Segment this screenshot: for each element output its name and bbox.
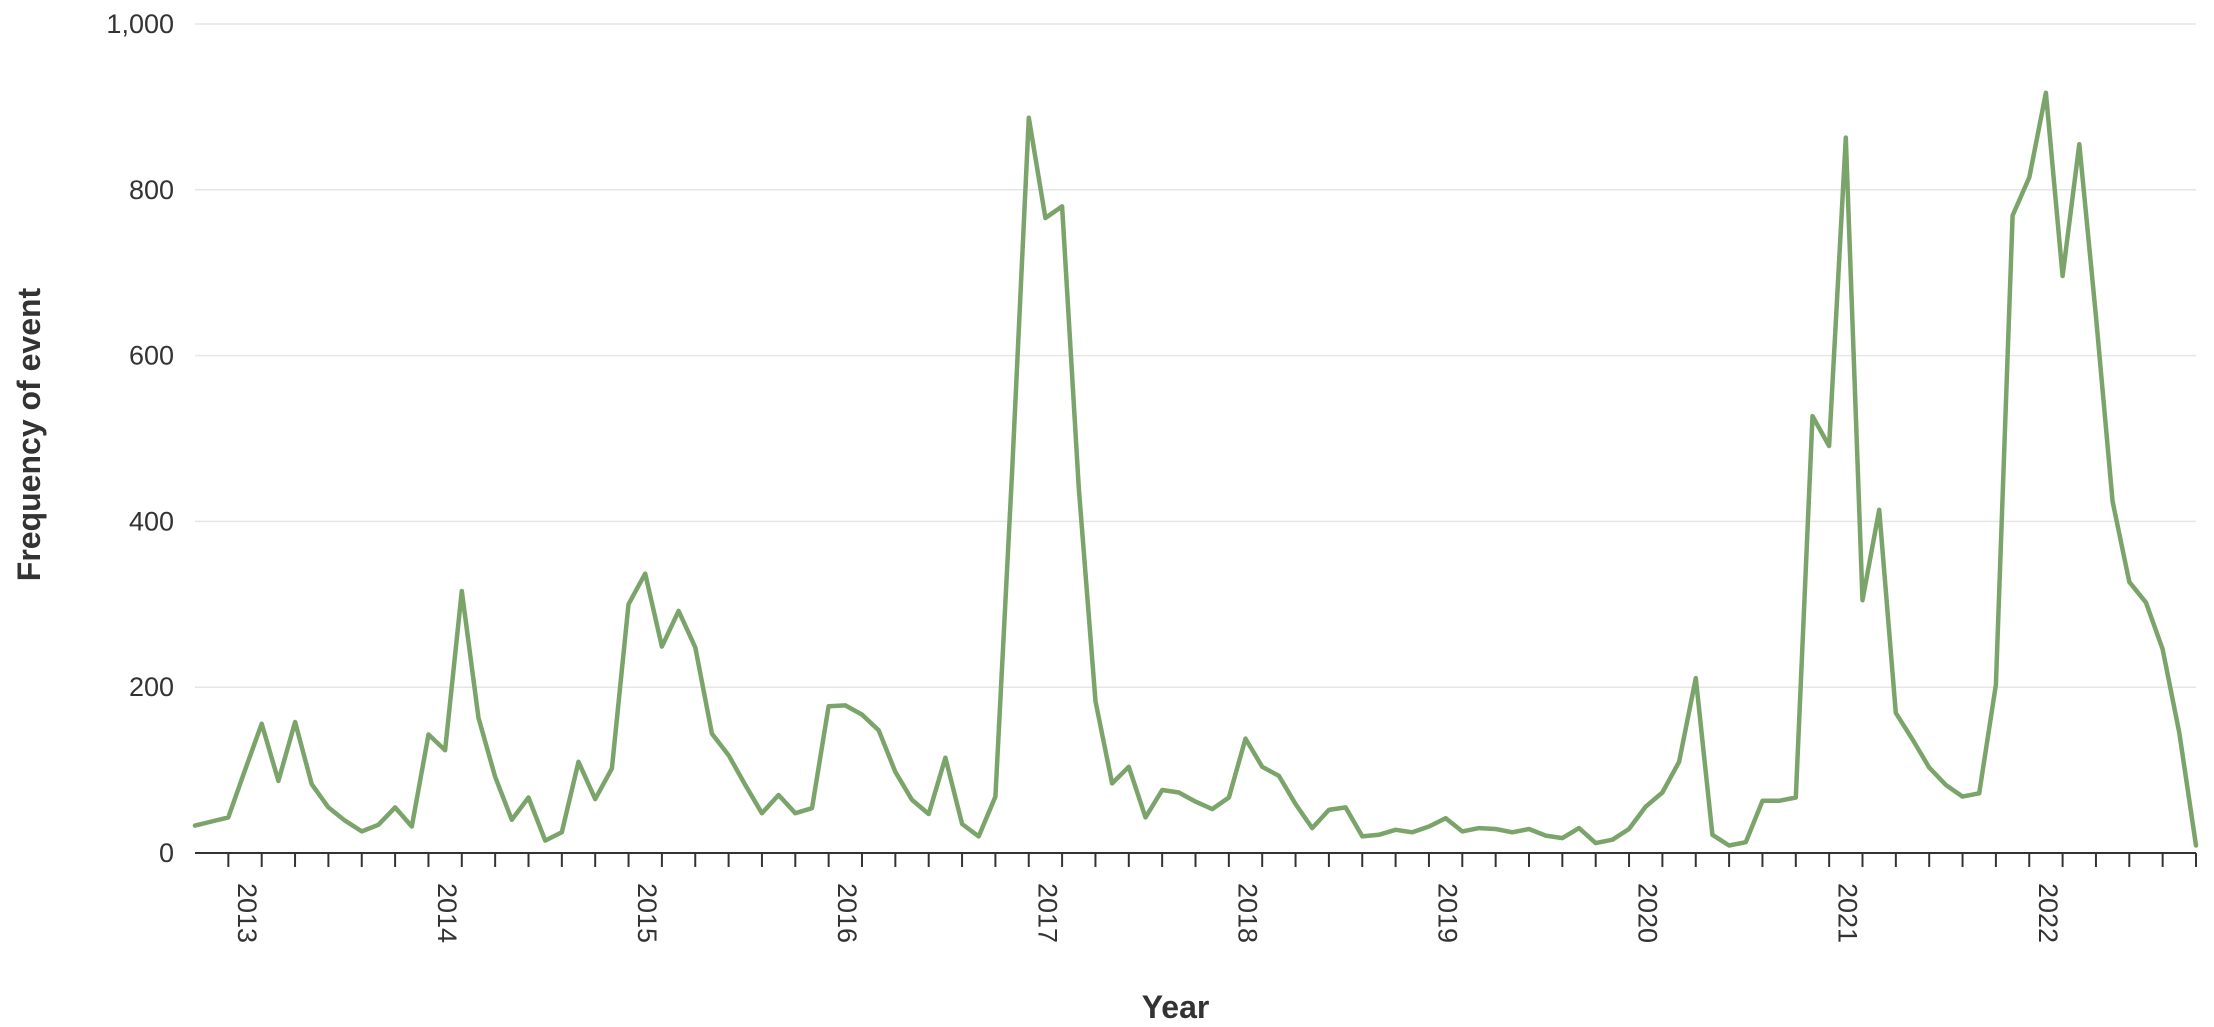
y-axis-tick-labels: 0 200 400 600 800 1,000 <box>106 9 174 868</box>
y-axis-title: Frequency of event <box>11 287 47 581</box>
series-line <box>192 90 2199 848</box>
x-axis-ticks <box>227 853 2197 867</box>
y-tick-label: 0 <box>159 838 174 868</box>
y-tick-label: 400 <box>129 506 174 536</box>
y-tick-label: 600 <box>129 341 174 371</box>
x-tick-label: 2019 <box>1433 883 1463 943</box>
series-layer <box>192 90 2199 848</box>
x-tick-label: 2020 <box>1633 883 1663 943</box>
x-axis-tick-labels: 2013 2014 2015 2016 2017 2018 2019 2020 2021 2022 <box>232 883 2063 943</box>
x-tick-label: 2022 <box>2033 883 2063 943</box>
y-tick-label: 800 <box>129 175 174 205</box>
x-axis-title: Year <box>1142 989 1210 1025</box>
x-tick-label: 2017 <box>1032 883 1062 943</box>
grid-lines <box>195 23 2196 688</box>
x-tick-label: 2014 <box>432 883 462 943</box>
y-tick-label: 200 <box>129 672 174 702</box>
x-tick-label: 2016 <box>832 883 862 943</box>
y-tick-label: 1,000 <box>106 9 174 39</box>
x-tick-label: 2015 <box>632 883 662 943</box>
x-tick-label: 2021 <box>1833 883 1863 943</box>
x-tick-label: 2018 <box>1232 883 1262 943</box>
x-tick-label: 2013 <box>232 883 262 943</box>
